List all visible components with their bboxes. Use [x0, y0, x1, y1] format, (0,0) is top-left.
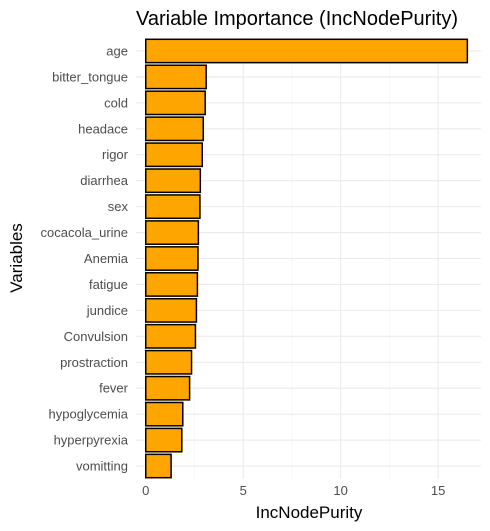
y-tick-label: headace	[78, 121, 128, 136]
x-axis-title: IncNodePurity	[256, 503, 363, 522]
y-tick-label: Anemia	[84, 251, 129, 266]
bar-hyperpyrexia	[144, 427, 183, 453]
y-tick-label: bitter_tongue	[52, 69, 128, 84]
bars	[144, 38, 469, 479]
y-tick-label: cocacola_urine	[41, 225, 128, 240]
y-tick-label: prostraction	[60, 355, 128, 370]
bar-fever	[144, 375, 191, 401]
y-tick-label: vomitting	[76, 459, 128, 474]
bar-vomitting	[144, 453, 172, 479]
bar-bitter-tongue	[144, 64, 207, 90]
chart-title: Variable Importance (IncNodePurity)	[136, 8, 458, 30]
x-tick-labels: 0 5 10 15	[142, 483, 445, 498]
bar-anemia	[144, 246, 199, 271]
bar-fatigue	[144, 272, 199, 297]
y-tick-label: hypoglycemia	[49, 407, 129, 422]
bar-cold	[144, 90, 206, 116]
x-tick-label: 10	[333, 483, 347, 498]
y-tick-label: fever	[99, 381, 129, 396]
x-tick-label: 0	[142, 483, 149, 498]
y-tick-label: rigor	[102, 147, 129, 162]
bar-jundice	[144, 297, 198, 323]
y-axis-title: Variables	[7, 223, 26, 293]
bar-convulsion	[144, 323, 197, 349]
y-tick-label: cold	[104, 95, 128, 110]
y-tick-label: jundice	[86, 303, 128, 318]
bar-age	[144, 38, 469, 64]
x-tick-label: 5	[240, 483, 247, 498]
y-tick-label: hyperpyrexia	[54, 433, 129, 448]
bar-hypoglycemia	[144, 401, 184, 427]
bar-sex	[144, 194, 201, 220]
bar-prostraction	[144, 349, 193, 375]
y-tick-label: sex	[108, 199, 129, 214]
x-tick-label: 15	[431, 483, 445, 498]
bar-diarrhea	[144, 168, 202, 194]
y-tick-label: age	[106, 43, 128, 58]
y-tick-label: diarrhea	[80, 173, 128, 188]
bar-headace	[144, 116, 204, 142]
y-tick-label: Convulsion	[64, 329, 128, 344]
bar-cocacola-urine	[144, 220, 200, 245]
y-tick-label: fatigue	[89, 277, 128, 292]
bar-rigor	[144, 142, 204, 168]
